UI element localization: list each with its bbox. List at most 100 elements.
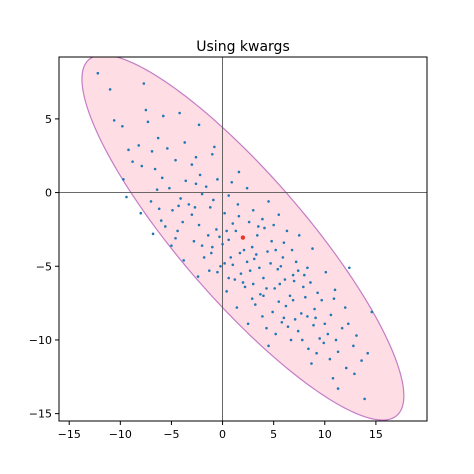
scatter-point	[272, 223, 275, 227]
scatter-point	[219, 264, 222, 268]
scatter-point	[267, 344, 270, 348]
scatter-point	[318, 337, 321, 340]
scatter-point	[216, 270, 219, 274]
scatter-point	[218, 235, 221, 239]
x-tick-label: 5	[270, 428, 277, 441]
scatter-point	[294, 260, 298, 264]
scatter-point	[161, 114, 165, 118]
scatter-point	[293, 318, 297, 321]
scatter-point	[274, 248, 278, 252]
x-tick-label: −10	[109, 428, 132, 441]
scatter-point	[292, 279, 296, 283]
scatter-point	[237, 214, 241, 218]
scatter-point	[285, 229, 289, 233]
scatter-point	[370, 310, 374, 314]
scatter-point	[331, 376, 335, 380]
scatter-point	[297, 234, 301, 237]
y-tick-label: −10	[29, 334, 52, 347]
scatter-point	[225, 290, 228, 293]
y-tick-label: −5	[36, 260, 52, 273]
scatter-point	[366, 351, 370, 355]
scatter-point	[286, 325, 290, 328]
scatter-point	[142, 82, 146, 85]
scatter-point	[363, 397, 366, 401]
scatter-point	[296, 329, 300, 333]
scatter-point	[166, 147, 169, 150]
scatter-point	[178, 111, 181, 115]
scatter-point	[150, 150, 154, 153]
scatter-point	[303, 273, 306, 277]
scatter-point	[112, 119, 116, 122]
scatter-point	[242, 248, 246, 252]
scatter-point	[196, 275, 200, 278]
scatter-point	[261, 217, 264, 221]
scatter-point	[346, 322, 350, 326]
scatter-point	[282, 316, 286, 320]
scatter-point	[108, 88, 112, 91]
scatter-point	[336, 350, 340, 354]
scatter-point	[336, 387, 340, 390]
scatter-point	[262, 294, 265, 298]
scatter-point	[288, 294, 292, 298]
x-tick-label: −5	[163, 428, 179, 441]
scatter-point	[262, 276, 265, 280]
scatter-point	[197, 123, 201, 127]
scatter-point	[190, 213, 194, 216]
scatter-point	[332, 297, 336, 300]
scatter-point	[183, 141, 187, 144]
scatter-point	[156, 136, 160, 140]
scatter-point	[282, 241, 286, 244]
scatter-point	[227, 276, 230, 280]
scatter-point	[190, 163, 194, 166]
scatter-point	[277, 300, 281, 303]
scatter-point	[311, 247, 314, 250]
scatter-point	[269, 262, 272, 265]
scatter-point	[340, 326, 344, 330]
scatter-point	[251, 282, 255, 286]
scatter-point	[316, 291, 319, 295]
scatter-point	[290, 248, 294, 252]
scatter-point	[304, 295, 307, 299]
scatter-point	[139, 211, 143, 215]
plot-area	[59, 57, 427, 421]
scatter-point	[200, 244, 204, 247]
scatter-point	[315, 351, 318, 355]
scatter-point	[302, 285, 305, 289]
scatter-point	[168, 186, 171, 190]
scatter-point	[329, 313, 333, 317]
scatter-point	[250, 297, 254, 300]
scatter-point	[181, 220, 184, 224]
scatter-point	[277, 213, 281, 216]
chart-title: Using kwargs	[196, 39, 289, 55]
scatter-point	[155, 188, 159, 191]
scatter-point	[259, 292, 262, 296]
scatter-point	[236, 203, 240, 206]
scatter-point	[192, 239, 196, 243]
scatter-point	[307, 347, 310, 351]
scatter-point	[179, 197, 182, 200]
scatter-point	[306, 266, 309, 270]
scatter-point	[184, 179, 188, 183]
scatter-point	[257, 225, 260, 228]
scatter-point	[278, 282, 282, 286]
scatter-point	[125, 195, 128, 199]
scatter-point	[333, 288, 337, 292]
scatter-point	[273, 287, 276, 290]
scatter-point	[170, 244, 173, 247]
scatter-point	[245, 260, 249, 264]
scatter-point	[291, 273, 295, 277]
scatter-point	[200, 192, 204, 196]
scatter-point	[309, 281, 312, 284]
scatter-point	[348, 266, 351, 270]
x-tick-label: −15	[58, 428, 81, 441]
axis-ticks: −15 −10 −5 0 5 10 15 5 0 −5 −10 −15	[29, 113, 383, 441]
scatter-point	[231, 222, 235, 225]
scatter-point	[122, 178, 125, 181]
y-tick-label: −15	[29, 408, 52, 421]
scatter-point	[243, 285, 247, 289]
scatter-point	[193, 206, 197, 209]
scatter-point	[140, 164, 144, 168]
scatter-point	[208, 206, 212, 209]
scatter-point	[279, 264, 283, 268]
